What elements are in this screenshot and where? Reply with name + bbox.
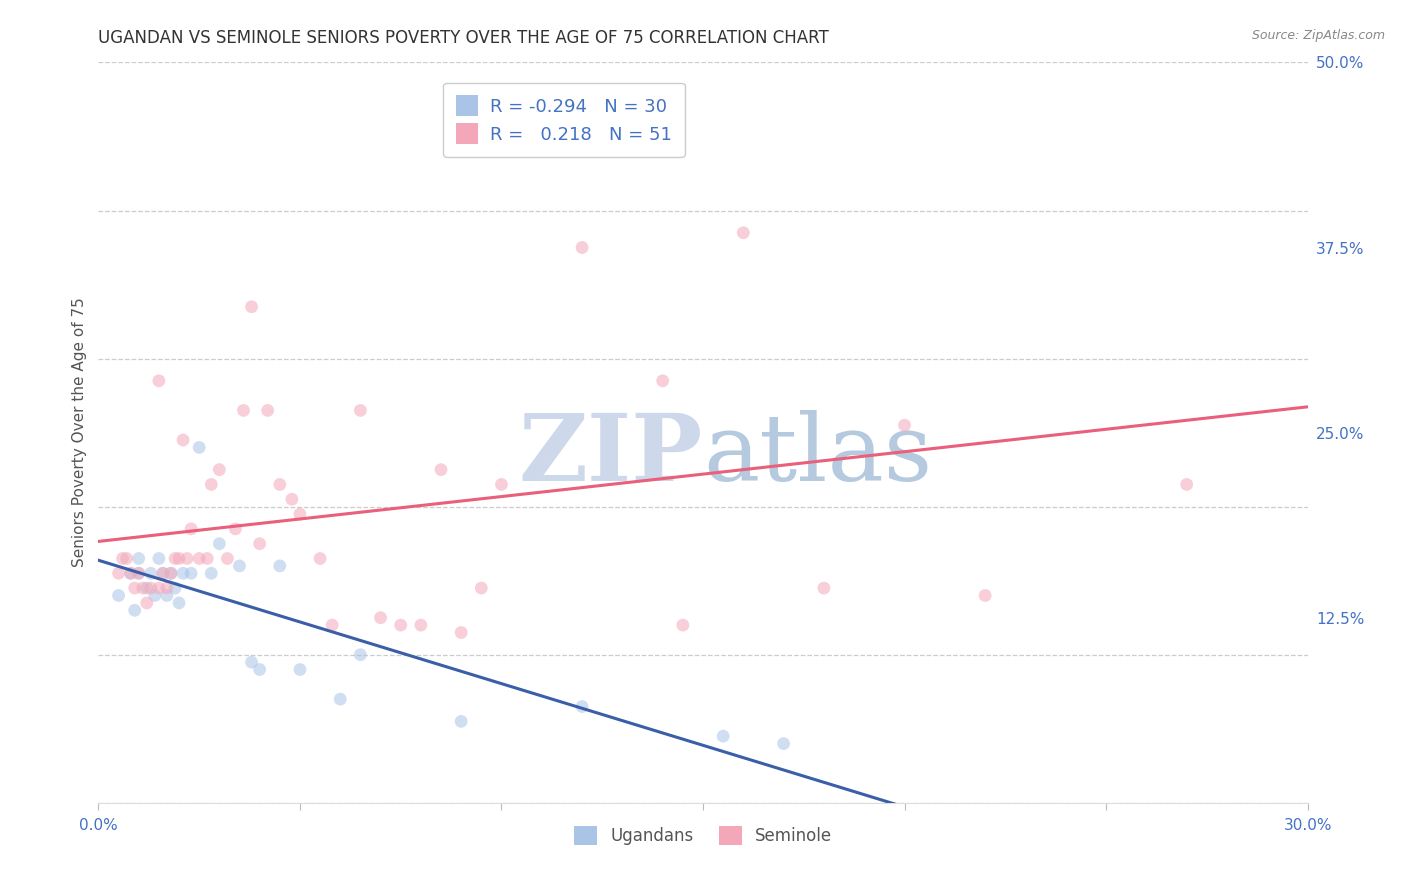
Point bbox=[974, 589, 997, 603]
Point bbox=[139, 581, 162, 595]
Point bbox=[269, 558, 291, 573]
Point bbox=[135, 581, 157, 595]
Point bbox=[107, 589, 129, 603]
Text: UGANDAN VS SEMINOLE SENIORS POVERTY OVER THE AGE OF 75 CORRELATION CHART: UGANDAN VS SEMINOLE SENIORS POVERTY OVER… bbox=[98, 29, 830, 47]
Point bbox=[217, 551, 239, 566]
Point bbox=[115, 551, 138, 566]
Point bbox=[188, 441, 211, 455]
Point bbox=[893, 418, 915, 433]
Point bbox=[450, 714, 472, 729]
Point bbox=[176, 551, 198, 566]
Point bbox=[128, 551, 150, 566]
Point bbox=[430, 462, 453, 476]
Point bbox=[200, 566, 222, 581]
Point bbox=[281, 492, 304, 507]
Point bbox=[124, 603, 146, 617]
Text: ZIP: ZIP bbox=[519, 409, 703, 500]
Point bbox=[813, 581, 835, 595]
Point bbox=[389, 618, 412, 632]
Legend: Ugandans, Seminole: Ugandans, Seminole bbox=[565, 818, 841, 854]
Point bbox=[152, 566, 174, 581]
Point bbox=[269, 477, 291, 491]
Text: atlas: atlas bbox=[703, 409, 932, 500]
Point bbox=[228, 558, 250, 573]
Point bbox=[139, 566, 162, 581]
Point bbox=[143, 589, 166, 603]
Point bbox=[1175, 477, 1198, 491]
Point bbox=[160, 566, 183, 581]
Point bbox=[240, 655, 263, 669]
Point bbox=[309, 551, 332, 566]
Point bbox=[180, 522, 202, 536]
Point bbox=[208, 462, 231, 476]
Point bbox=[120, 566, 142, 581]
Point bbox=[152, 566, 174, 581]
Point bbox=[232, 403, 254, 417]
Point bbox=[651, 374, 673, 388]
Point bbox=[711, 729, 734, 743]
Point bbox=[772, 737, 794, 751]
Y-axis label: Seniors Poverty Over the Age of 75: Seniors Poverty Over the Age of 75 bbox=[72, 298, 87, 567]
Point bbox=[450, 625, 472, 640]
Point bbox=[124, 581, 146, 595]
Point bbox=[163, 551, 186, 566]
Point bbox=[160, 566, 183, 581]
Point bbox=[491, 477, 513, 491]
Point bbox=[148, 551, 170, 566]
Point bbox=[249, 536, 271, 550]
Point bbox=[208, 536, 231, 550]
Point bbox=[249, 663, 271, 677]
Point bbox=[321, 618, 343, 632]
Point bbox=[370, 610, 392, 624]
Point bbox=[167, 551, 190, 566]
Point bbox=[180, 566, 202, 581]
Point bbox=[288, 663, 311, 677]
Point bbox=[409, 618, 432, 632]
Point bbox=[188, 551, 211, 566]
Point bbox=[111, 551, 134, 566]
Point bbox=[172, 566, 194, 581]
Point bbox=[132, 581, 155, 595]
Point bbox=[167, 596, 190, 610]
Point bbox=[120, 566, 142, 581]
Point bbox=[200, 477, 222, 491]
Text: Source: ZipAtlas.com: Source: ZipAtlas.com bbox=[1251, 29, 1385, 42]
Point bbox=[156, 581, 179, 595]
Point bbox=[329, 692, 352, 706]
Point bbox=[571, 240, 593, 255]
Point bbox=[172, 433, 194, 447]
Point bbox=[240, 300, 263, 314]
Point bbox=[148, 581, 170, 595]
Point bbox=[224, 522, 246, 536]
Point bbox=[470, 581, 492, 595]
Point bbox=[135, 596, 157, 610]
Point bbox=[349, 648, 371, 662]
Point bbox=[349, 403, 371, 417]
Point bbox=[128, 566, 150, 581]
Point bbox=[672, 618, 695, 632]
Point bbox=[128, 566, 150, 581]
Point bbox=[288, 507, 311, 521]
Point bbox=[571, 699, 593, 714]
Point bbox=[163, 581, 186, 595]
Point bbox=[530, 136, 553, 151]
Point bbox=[148, 374, 170, 388]
Point bbox=[156, 589, 179, 603]
Point bbox=[107, 566, 129, 581]
Point bbox=[733, 226, 755, 240]
Point bbox=[195, 551, 218, 566]
Point bbox=[256, 403, 278, 417]
